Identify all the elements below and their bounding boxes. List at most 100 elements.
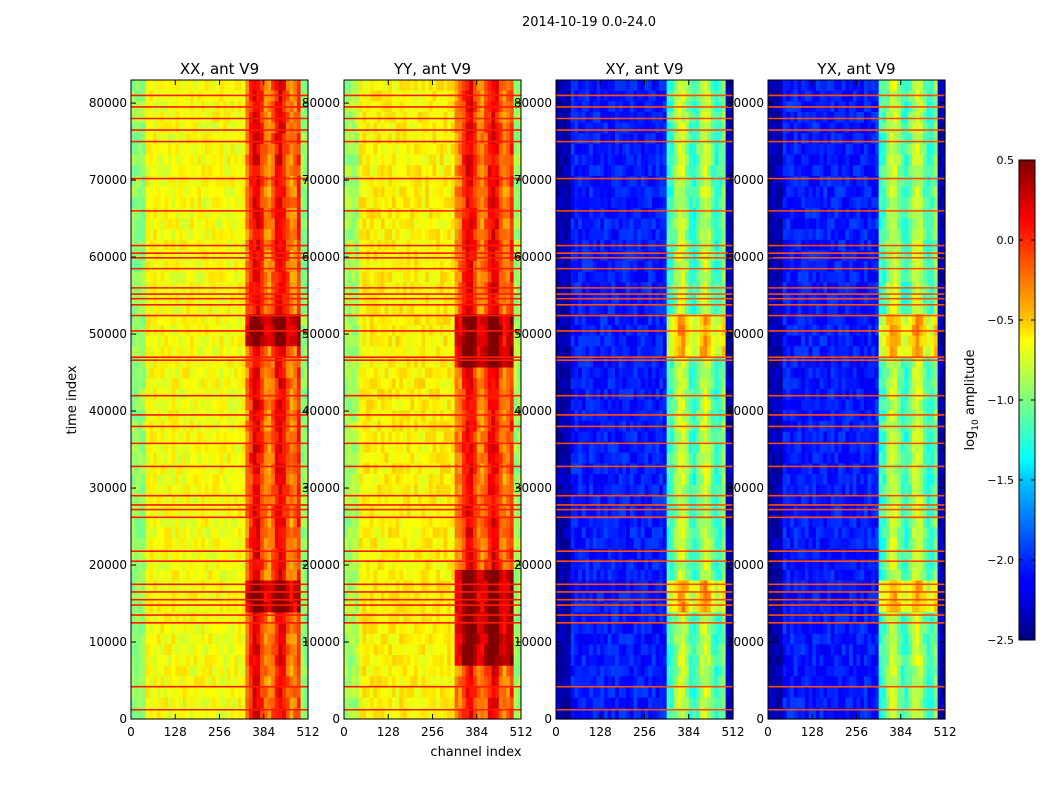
heatmap-cell xyxy=(274,80,280,92)
heatmap-cell xyxy=(498,229,504,241)
heatmap-cell xyxy=(480,388,485,401)
heatmap-cell xyxy=(447,484,452,496)
heatmap-cell xyxy=(465,484,470,496)
heatmap-cell xyxy=(406,474,411,486)
heatmap-cell xyxy=(351,335,356,347)
heatmap-cell xyxy=(164,388,169,401)
heatmap-cell xyxy=(256,559,261,571)
heatmap-cell xyxy=(403,388,408,401)
heatmap-cell xyxy=(156,410,162,422)
heatmap-cell xyxy=(230,559,235,571)
heatmap-cell xyxy=(149,580,154,592)
heatmap-cell xyxy=(509,111,515,124)
heatmap-cell xyxy=(484,484,489,496)
heatmap-cell xyxy=(193,261,198,273)
heatmap-cell xyxy=(384,388,389,401)
heatmap-cell xyxy=(226,474,232,486)
heatmap-cell xyxy=(458,90,463,102)
heatmap-cell xyxy=(241,442,246,454)
heatmap-cell xyxy=(347,122,352,134)
heatmap-cell xyxy=(462,442,467,454)
heatmap-cell xyxy=(256,601,261,614)
heatmap-cell xyxy=(274,569,280,582)
heatmap-cell xyxy=(480,143,485,156)
heatmap-cell xyxy=(282,197,287,209)
heatmap-cell xyxy=(373,463,378,475)
heatmap-cell xyxy=(285,165,291,177)
heatmap-cell xyxy=(484,452,489,464)
heatmap-cell xyxy=(304,80,309,92)
heatmap-cell xyxy=(260,431,265,443)
heatmap-cell xyxy=(399,356,404,369)
heatmap-cell xyxy=(436,186,441,198)
heatmap-cell xyxy=(282,143,287,156)
heatmap-cell xyxy=(252,356,257,369)
heatmap-cell xyxy=(406,442,411,454)
heatmap-cell xyxy=(274,271,280,283)
heatmap-cell xyxy=(498,175,504,188)
heatmap-cell xyxy=(513,314,518,326)
heatmap-cell xyxy=(406,80,411,92)
heatmap-cell xyxy=(498,303,504,315)
heatmap-cell xyxy=(425,452,430,464)
heatmap-cell xyxy=(377,90,382,102)
heatmap-cell xyxy=(234,410,239,422)
heatmap-cell xyxy=(369,250,375,262)
heatmap-cell xyxy=(153,356,158,369)
heatmap-cell xyxy=(234,687,239,699)
heatmap-cell xyxy=(373,516,378,528)
heatmap-cell xyxy=(377,314,382,326)
heatmap-cell xyxy=(443,388,448,401)
heatmap-cell xyxy=(145,303,151,315)
heatmap-cell xyxy=(178,431,184,443)
heatmap-cell xyxy=(237,218,243,230)
heatmap-cell xyxy=(175,271,180,283)
heatmap-cell xyxy=(171,399,176,411)
heatmap-cell xyxy=(267,580,272,592)
heatmap-cell xyxy=(495,495,500,507)
heatmap-cell xyxy=(502,271,507,283)
heatmap-cell xyxy=(289,516,294,528)
heatmap-cell xyxy=(234,601,239,614)
heatmap-cell xyxy=(495,378,500,390)
heatmap-cell xyxy=(380,165,386,177)
heatmap-cell xyxy=(289,378,294,390)
heatmap-cell xyxy=(417,474,423,486)
heatmap-cell xyxy=(249,591,254,603)
heatmap-cell xyxy=(234,218,239,230)
heatmap-cell xyxy=(351,165,356,177)
heatmap-cell xyxy=(260,495,265,507)
heatmap-cell xyxy=(417,90,423,102)
heatmap-cell xyxy=(156,314,162,326)
heatmap-cell xyxy=(476,90,482,102)
heatmap-cell xyxy=(131,356,136,369)
heatmap-cell xyxy=(278,410,283,422)
heatmap-cell xyxy=(484,207,489,220)
heatmap-cell xyxy=(278,197,283,209)
heatmap-cell xyxy=(289,474,294,486)
heatmap-cell xyxy=(175,314,180,326)
heatmap-cell xyxy=(142,186,147,198)
heatmap-cell xyxy=(285,452,291,464)
heatmap-cell xyxy=(171,676,176,688)
heatmap-cell xyxy=(399,122,404,134)
heatmap-cell xyxy=(138,399,143,411)
heatmap-cell xyxy=(223,165,228,177)
heatmap-cell xyxy=(131,591,136,603)
heatmap-cell xyxy=(215,218,221,230)
heatmap-cell xyxy=(178,133,184,145)
heatmap-cell xyxy=(215,122,221,134)
heatmap-cell xyxy=(380,527,386,539)
heatmap-cell xyxy=(263,367,269,379)
heatmap-cell xyxy=(300,154,305,166)
heatmap-cell xyxy=(190,197,195,209)
heatmap-cell xyxy=(274,367,280,379)
heatmap-cell xyxy=(513,165,518,177)
heatmap-cell xyxy=(156,697,162,709)
heatmap-cell xyxy=(260,197,265,209)
heatmap-cell xyxy=(296,708,302,720)
heatmap-cell xyxy=(223,452,228,464)
heatmap-cell xyxy=(406,143,411,156)
heatmap-cell xyxy=(425,474,430,486)
heatmap-cell xyxy=(186,122,191,134)
